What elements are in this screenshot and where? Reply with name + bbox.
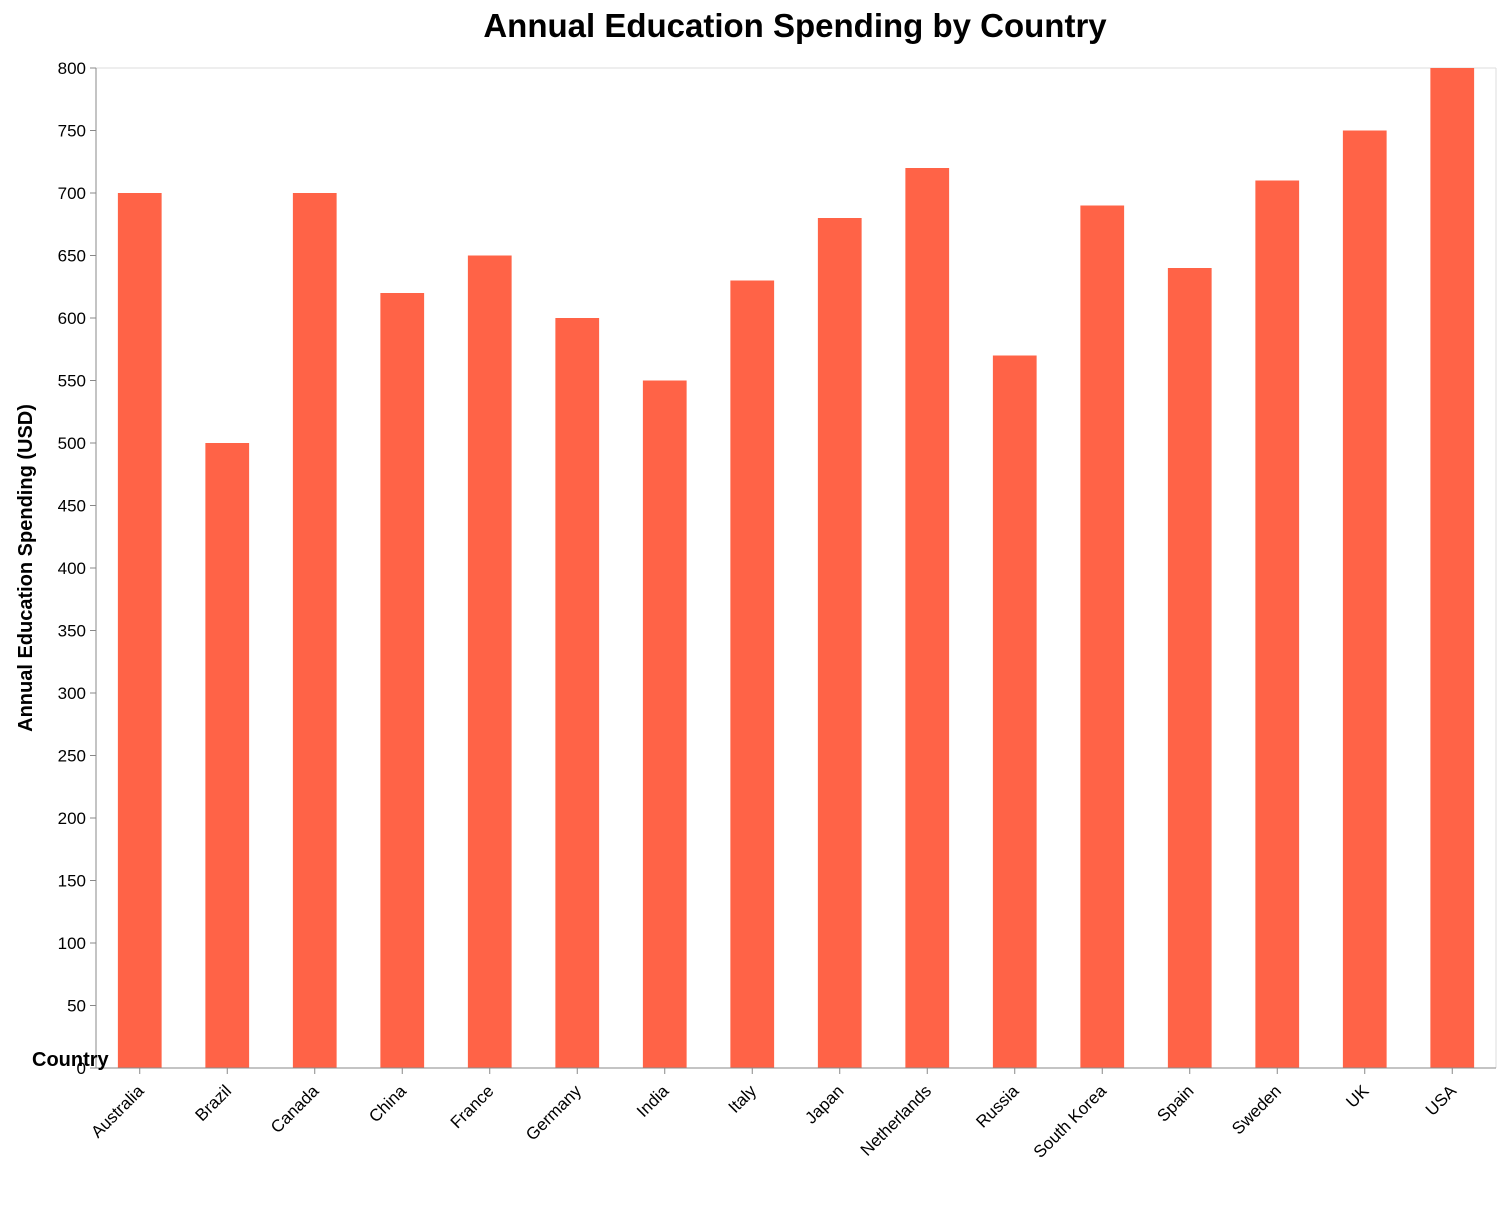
x-axis-title: Country bbox=[32, 1049, 110, 1071]
bar-spain bbox=[1167, 268, 1212, 1068]
y-tick-label: 300 bbox=[58, 684, 86, 703]
bar-uk bbox=[1342, 130, 1387, 1068]
bar-germany bbox=[555, 318, 600, 1068]
bar-japan bbox=[817, 218, 862, 1068]
y-tick-label: 750 bbox=[58, 122, 86, 141]
bar-france bbox=[467, 255, 512, 1068]
y-tick-label: 700 bbox=[58, 184, 86, 203]
bar-brazil bbox=[205, 443, 250, 1068]
y-tick-label: 500 bbox=[58, 434, 86, 453]
y-tick-label: 200 bbox=[58, 809, 86, 828]
bar-netherlands bbox=[905, 168, 950, 1068]
bar-italy bbox=[730, 280, 775, 1068]
bar-australia bbox=[117, 193, 162, 1068]
x-tick-label: Russia bbox=[972, 1081, 1023, 1132]
bar-sweden bbox=[1255, 180, 1300, 1068]
y-tick-label: 100 bbox=[58, 934, 86, 953]
bar-russia bbox=[992, 355, 1037, 1068]
x-tick-label: China bbox=[365, 1081, 410, 1126]
plot-frame bbox=[96, 67, 1497, 1068]
bar-india bbox=[642, 380, 687, 1068]
x-tick-label: France bbox=[447, 1081, 498, 1132]
bar-canada bbox=[292, 193, 337, 1068]
y-tick-label: 0 bbox=[77, 1059, 86, 1078]
y-tick-label: 650 bbox=[58, 247, 86, 266]
x-tick-label: Australia bbox=[87, 1081, 148, 1142]
x-tick-label: USA bbox=[1422, 1081, 1461, 1120]
x-tick-label: Sweden bbox=[1228, 1081, 1285, 1138]
y-tick-label: 400 bbox=[58, 559, 86, 578]
x-axis: Australia Brazil Canada China France Germany I… bbox=[87, 1067, 1496, 1162]
y-tick-label: 50 bbox=[67, 997, 86, 1016]
y-tick-label: 350 bbox=[58, 622, 86, 641]
bar-south-korea bbox=[1080, 205, 1125, 1068]
x-tick-label: Canada bbox=[267, 1081, 323, 1137]
x-tick-label: Italy bbox=[725, 1081, 761, 1117]
y-tick-label: 450 bbox=[58, 497, 86, 516]
x-tick-label: Brazil bbox=[192, 1081, 235, 1124]
x-tick-label: UK bbox=[1342, 1081, 1373, 1112]
y-tick-label: 250 bbox=[58, 747, 86, 766]
y-axis-title: Annual Education Spending (USD) bbox=[15, 404, 37, 732]
chart-title: Annual Education Spending by Country bbox=[483, 7, 1107, 44]
bars-group bbox=[117, 68, 1475, 1068]
x-tick-label: Netherlands bbox=[857, 1081, 935, 1159]
x-tick-label: India bbox=[633, 1081, 673, 1121]
x-tick-label: Spain bbox=[1153, 1081, 1197, 1125]
x-tick-label: South Korea bbox=[1030, 1081, 1111, 1162]
bar-usa bbox=[1430, 68, 1475, 1068]
x-tick-label: Japan bbox=[801, 1081, 847, 1127]
y-tick-label: 550 bbox=[58, 372, 86, 391]
x-tick-label: Germany bbox=[522, 1081, 585, 1144]
y-tick-label: 800 bbox=[58, 59, 86, 78]
y-axis: 0 50 100 150 200 250 300 350 400 450 500 550 600 650 7… bbox=[58, 59, 97, 1078]
y-tick-label: 150 bbox=[58, 872, 86, 891]
bar-china bbox=[380, 293, 425, 1068]
y-tick-label: 600 bbox=[58, 309, 86, 328]
